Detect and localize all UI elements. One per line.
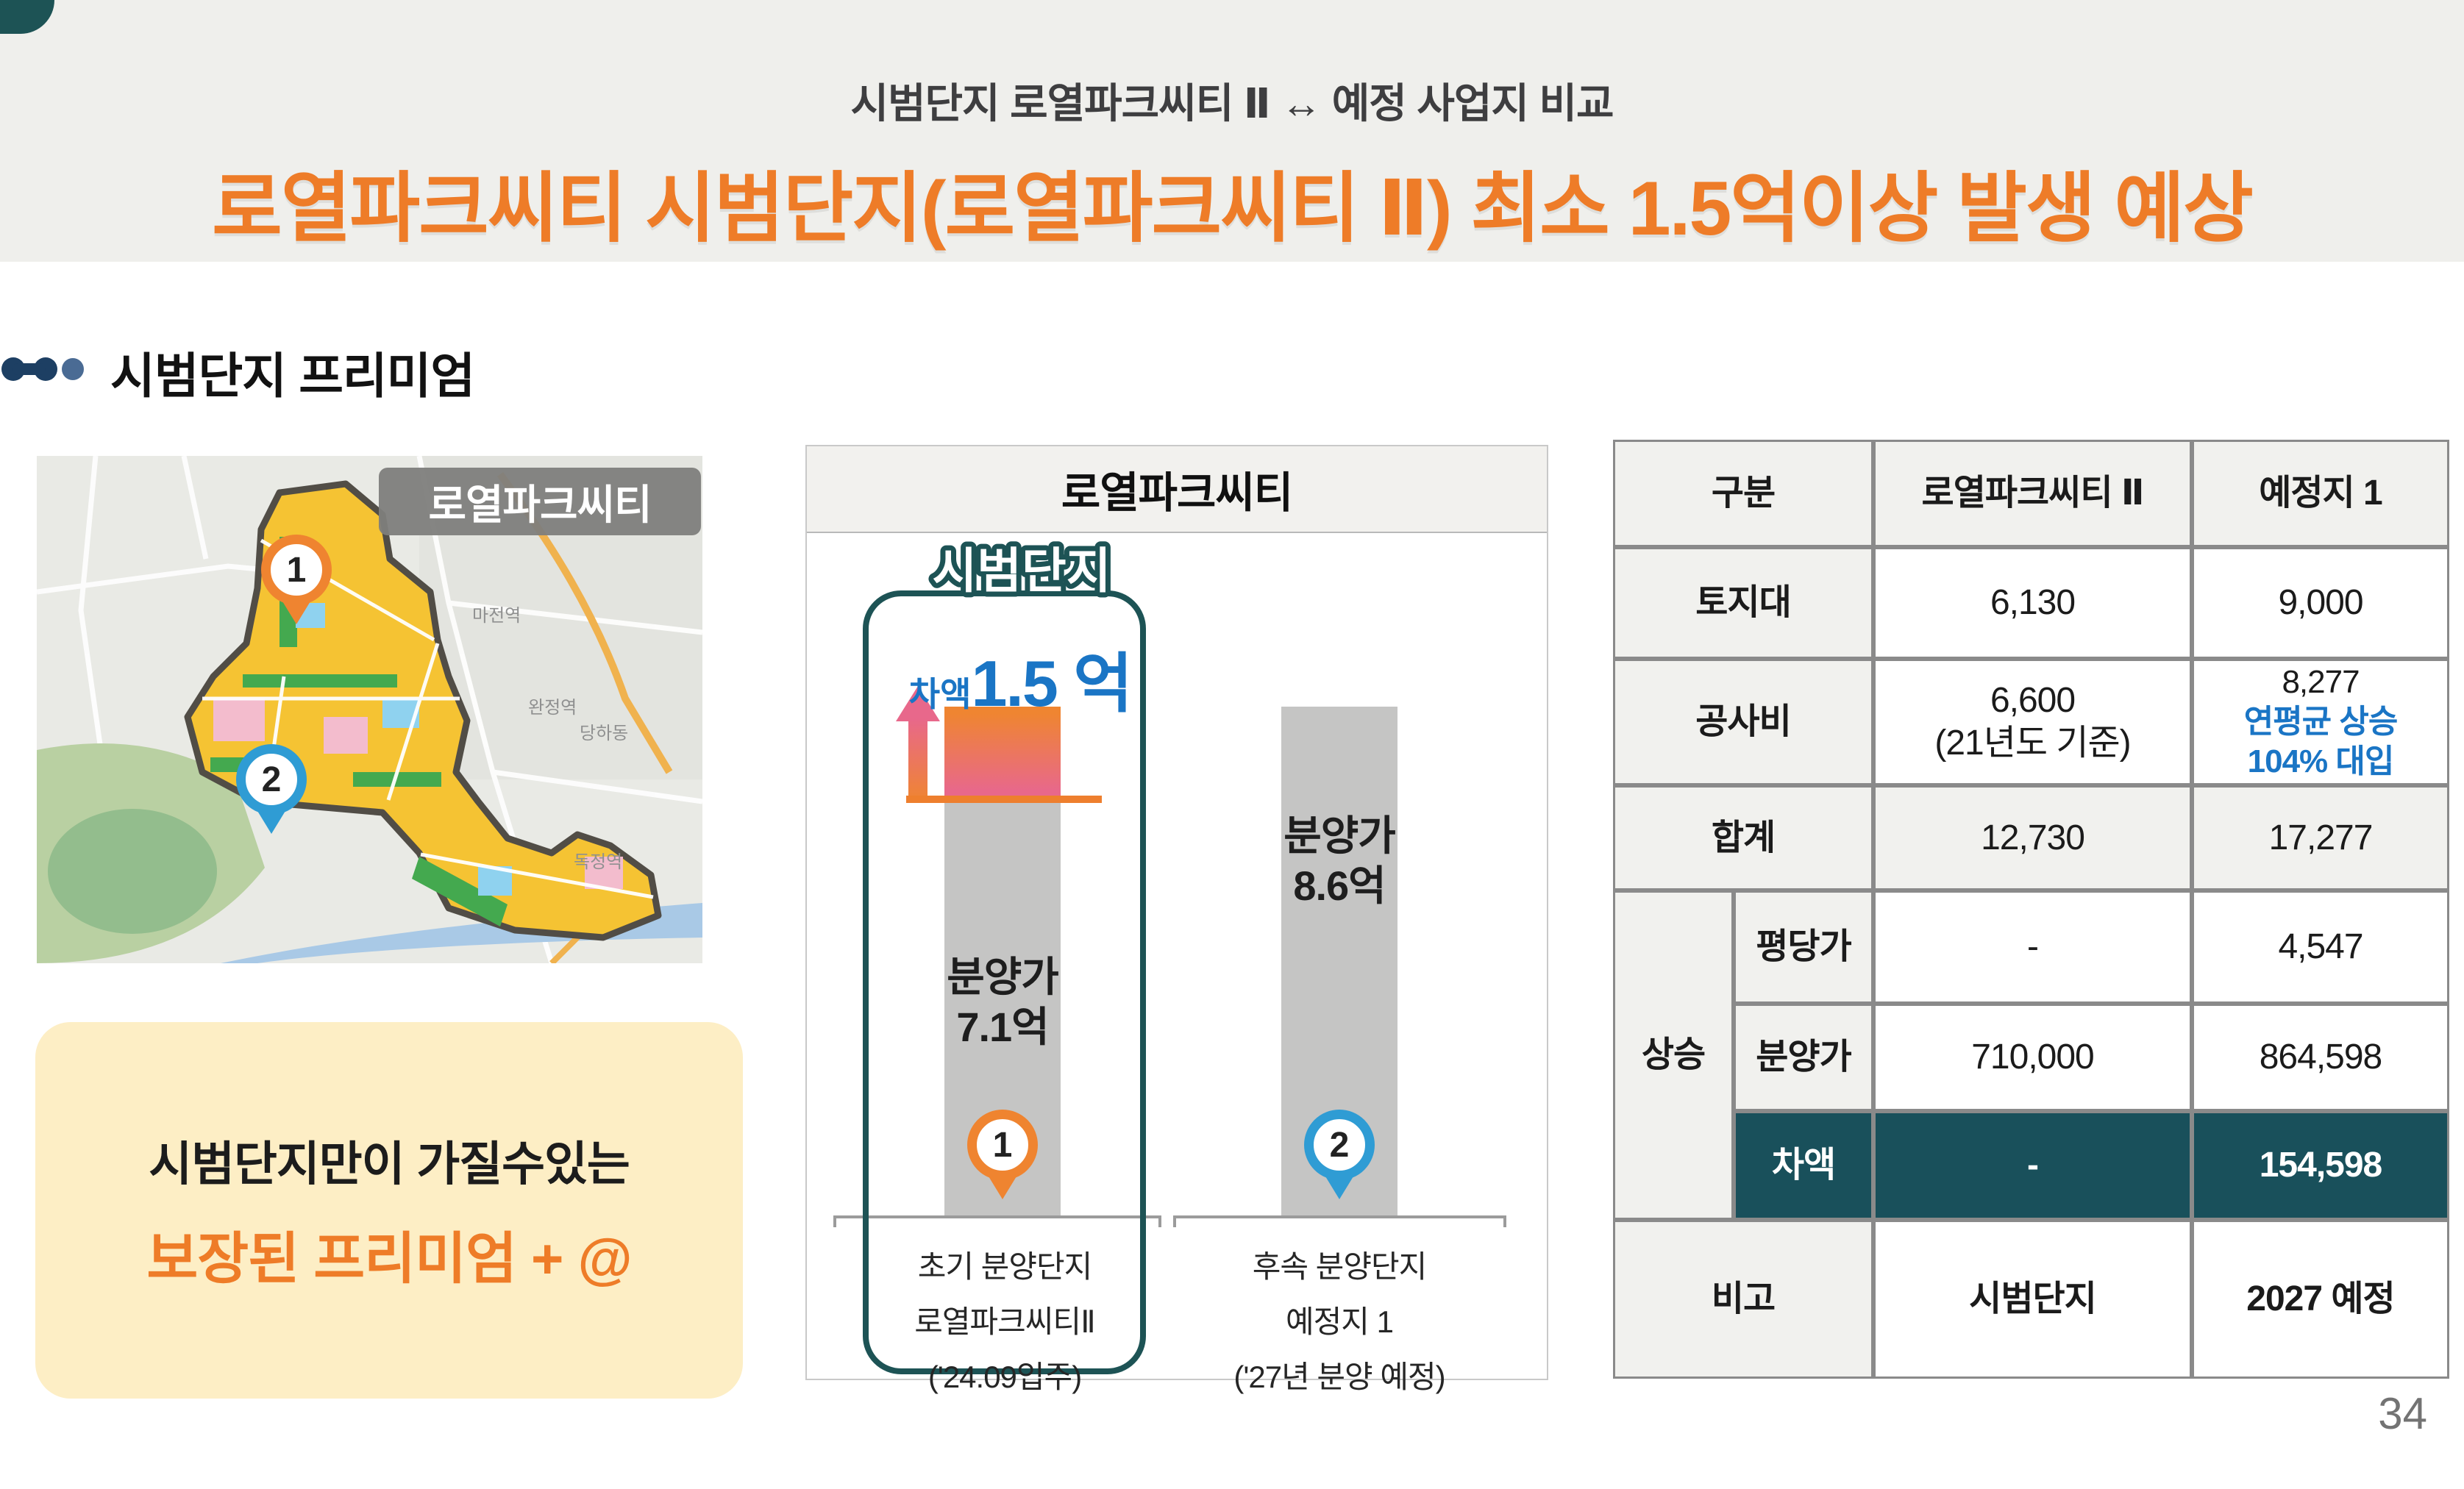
row-sale-price-v2: 864,598 xyxy=(2194,1006,2447,1109)
gap-amount: 차액1.5 억 xyxy=(908,647,1133,720)
row-total-v2: 17,277 xyxy=(2194,788,2447,888)
comparison-table: 구분 로열파크씨티 Ⅱ 예정지 1 토지대 6,130 9,000 공사비 6,… xyxy=(1613,440,2449,1379)
bar2-price-label: 분양가 8.6억 xyxy=(1283,813,1396,909)
price-comparison-chart: 로열파크씨티 분양가 7.1억 분양가 8.6억 차액1.5 억 시범단지 1 2 xyxy=(805,445,1548,1394)
map-place-label: 독정역 xyxy=(574,852,622,872)
row-total-v1: 12,730 xyxy=(1876,788,2190,888)
row-difference-v1: - xyxy=(1876,1113,2190,1218)
section-bullet-icon xyxy=(62,358,84,380)
row-difference-label: 차액 xyxy=(1736,1113,1871,1218)
gap-arrow-icon xyxy=(896,686,940,721)
row-construction-v2: 8,277 연평균 상승 104% 대입 xyxy=(2194,661,2447,783)
bar1-caption: 초기 분양단지 로열파크씨티Ⅱ ('24.09입주) xyxy=(914,1249,1096,1394)
row-land-v2: 9,000 xyxy=(2194,549,2447,657)
row-sale-price-v1: 710,000 xyxy=(1876,1006,2190,1109)
map-title-badge: 로열파크씨티 xyxy=(379,468,701,535)
map-place-label: 완정역 xyxy=(528,698,577,718)
map-pin-2: 2 xyxy=(236,744,307,834)
header-subtitle: 시범단지 로열파크씨티 Ⅱ ↔ 예정 사업지 비교 xyxy=(850,80,1614,126)
row-land-v1: 6,130 xyxy=(1876,549,2190,657)
chart-pin-1: 1 xyxy=(967,1110,1038,1199)
map-pin-2-number: 2 xyxy=(261,760,282,799)
map-pin-1-number: 1 xyxy=(286,550,307,590)
section-title: 시범단지 프리미엄 xyxy=(110,349,475,403)
row-construction-v1: 6,600 (21년도 기준) xyxy=(1876,661,2190,783)
chart-title: 로열파크씨티 xyxy=(807,446,1547,533)
premium-gap-box xyxy=(944,707,1061,796)
row-total-label: 합계 xyxy=(1615,788,1871,888)
row-remark-label: 비고 xyxy=(1615,1222,1871,1376)
row-land-label: 토지대 xyxy=(1615,549,1871,657)
map-place-label: 당하동 xyxy=(580,724,628,743)
bar1-price-label: 분양가 7.1억 xyxy=(947,954,1059,1050)
row-difference-v2: 154,598 xyxy=(2194,1113,2447,1218)
map-pin-1: 1 xyxy=(261,535,332,624)
x-axis-bracket-right xyxy=(1173,1215,1506,1227)
map-place-label: 마전역 xyxy=(472,606,521,626)
table-header-category: 구분 xyxy=(1615,442,1871,545)
row-remark-v1: 시범단지 xyxy=(1876,1222,2190,1376)
row-per-pyeong-v2: 4,547 xyxy=(2194,893,2447,1001)
callout-line-1: 시범단지만이 가질수있는 xyxy=(149,1138,630,1190)
page-title: 로열파크씨티 시범단지(로열파크씨티 Ⅱ) 최소 1.5억이상 발생 예상 xyxy=(212,166,2254,251)
section-bullet-icon xyxy=(12,363,46,375)
pilot-tag-text: 시범단지 xyxy=(933,543,1111,598)
bar2-caption: 후속 분양단지 예정지 1 ('27년 분양 예정) xyxy=(1233,1249,1445,1394)
row-per-pyeong-label: 평당가 xyxy=(1736,893,1871,1001)
pilot-complex-tag: 시범단지 xyxy=(911,538,1132,607)
premium-callout: 시범단지만이 가질수있는 보장된 프리미엄 + @ xyxy=(35,1022,743,1399)
table-header-royal-park-city-2: 로열파크씨티 Ⅱ xyxy=(1876,442,2190,545)
row-sale-price-label: 분양가 xyxy=(1736,1006,1871,1109)
location-map: 마전역 당하동 완정역 독정역 1 2 xyxy=(37,456,702,963)
gap-arrow-icon xyxy=(908,718,927,801)
table-header-planned-site-1: 예정지 1 xyxy=(2194,442,2447,545)
header-band xyxy=(0,0,2464,262)
map-pin-tail xyxy=(255,807,288,834)
map-pin-tail xyxy=(280,598,313,624)
price-baseline xyxy=(906,796,1102,803)
page-number: 34 xyxy=(2378,1389,2427,1438)
row-remark-v2: 2027 예정 xyxy=(2194,1222,2447,1376)
x-axis-bracket-left xyxy=(833,1215,1161,1227)
row-per-pyeong-v1: - xyxy=(1876,893,2190,1001)
row-group-rise: 상승 xyxy=(1615,893,1731,1218)
callout-line-2: 보장된 프리미엄 + @ xyxy=(146,1228,632,1290)
chart-pin-2: 2 xyxy=(1304,1110,1375,1199)
row-construction-label: 공사비 xyxy=(1615,661,1871,783)
